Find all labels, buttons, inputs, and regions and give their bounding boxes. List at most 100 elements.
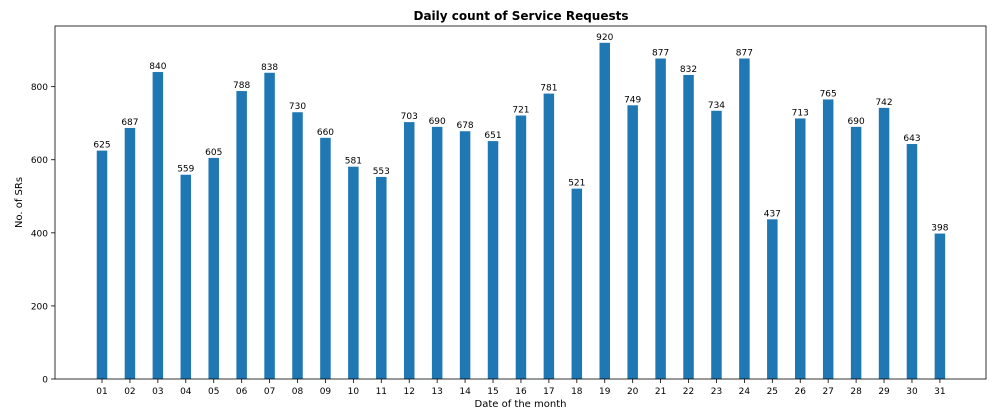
data-label-14: 678 <box>456 121 473 131</box>
x-tick-label-24: 24 <box>739 387 751 397</box>
bar-27 <box>822 99 834 379</box>
data-label-25: 437 <box>764 209 781 219</box>
data-label-30: 643 <box>903 134 920 144</box>
data-label-02: 687 <box>121 118 138 128</box>
plot-frame <box>54 25 987 380</box>
bar-07 <box>264 72 275 380</box>
x-tick-label-10: 10 <box>348 387 360 397</box>
data-label-27: 765 <box>820 89 837 99</box>
data-label-23: 734 <box>708 101 725 111</box>
x-tick-label-30: 30 <box>906 387 918 397</box>
data-label-03: 840 <box>149 62 166 72</box>
bar-22 <box>683 74 694 379</box>
data-label-21: 877 <box>652 49 669 59</box>
bar-03 <box>152 72 164 379</box>
x-tick-label-17: 17 <box>543 387 554 397</box>
x-tick-label-03: 03 <box>152 387 163 397</box>
bar-14 <box>459 131 471 379</box>
bar-06 <box>236 91 247 380</box>
bar-16 <box>515 115 527 379</box>
data-label-26: 713 <box>792 108 809 118</box>
x-tick-label-02: 02 <box>124 387 135 397</box>
x-tick-label-15: 15 <box>487 387 498 397</box>
x-axis: 01 02 03 04 05 06 07 08 09 10 11 12 13 14 15 16 17 18 19 20… <box>96 379 946 397</box>
y-tick-label-200: 200 <box>31 302 48 312</box>
data-label-10: 581 <box>345 157 362 167</box>
data-label-17: 781 <box>540 84 557 94</box>
x-tick-label-08: 08 <box>292 387 304 397</box>
y-tick-label-800: 800 <box>31 83 48 93</box>
x-tick-label-16: 16 <box>515 387 527 397</box>
x-tick-label-25: 25 <box>767 387 778 397</box>
bar-04 <box>180 174 192 379</box>
data-label-24: 877 <box>736 49 753 59</box>
y-axis: 0 200 400 600 800 <box>31 83 55 386</box>
x-axis-label: Date of the month <box>475 399 567 410</box>
x-tick-label-09: 09 <box>320 387 332 397</box>
bar-08 <box>292 112 303 380</box>
data-label-22: 832 <box>680 65 697 75</box>
bar-11 <box>376 176 387 379</box>
data-label-28: 690 <box>848 117 865 127</box>
data-label-29: 742 <box>875 98 892 108</box>
bar-31 <box>934 233 946 379</box>
data-label-08: 730 <box>289 102 306 112</box>
data-label-15: 651 <box>484 131 501 141</box>
data-label-11: 553 <box>373 167 390 177</box>
data-label-20: 749 <box>624 95 641 105</box>
bar-17 <box>543 93 555 379</box>
data-label-09: 660 <box>317 128 334 138</box>
data-label-07: 838 <box>261 63 278 73</box>
x-tick-label-11: 11 <box>376 387 387 397</box>
data-label-04: 559 <box>177 165 194 175</box>
data-label-01: 625 <box>93 141 110 151</box>
y-tick-label-600: 600 <box>31 156 48 166</box>
bar-26 <box>795 118 806 379</box>
bar-29 <box>878 107 890 380</box>
chart-title: Daily count of Service Requests <box>413 9 628 23</box>
x-tick-label-27: 27 <box>822 387 833 397</box>
bar-09 <box>320 137 331 379</box>
y-tick-label-400: 400 <box>31 229 48 239</box>
bar-10 <box>348 166 359 379</box>
x-tick-label-12: 12 <box>404 387 415 397</box>
x-tick-label-05: 05 <box>208 387 219 397</box>
bar-28 <box>850 126 862 379</box>
bar-01 <box>96 150 108 379</box>
y-tick-label-0: 0 <box>42 376 48 386</box>
x-tick-label-21: 21 <box>655 387 666 397</box>
data-label-06: 788 <box>233 81 250 91</box>
x-tick-label-07: 07 <box>264 387 275 397</box>
bar-25 <box>767 219 778 379</box>
x-tick-label-28: 28 <box>850 387 862 397</box>
bars-layer: 625 687 840 559 605 788 838 730 660 581 553 703 690 6… <box>93 33 949 380</box>
y-axis-label: No. of SRs <box>14 177 25 228</box>
bar-20 <box>627 105 638 380</box>
x-tick-label-31: 31 <box>934 387 945 397</box>
x-tick-label-01: 01 <box>96 387 107 397</box>
data-label-18: 521 <box>568 179 585 189</box>
data-label-12: 703 <box>401 112 418 122</box>
data-label-19: 920 <box>596 33 613 43</box>
x-tick-label-29: 29 <box>878 387 890 397</box>
bar-05 <box>208 157 219 379</box>
x-tick-label-04: 04 <box>180 387 192 397</box>
bar-12 <box>403 122 415 380</box>
x-tick-label-22: 22 <box>683 387 694 397</box>
data-label-05: 605 <box>205 148 222 158</box>
bar-15 <box>487 141 499 379</box>
x-tick-label-19: 19 <box>599 387 611 397</box>
bar-13 <box>431 126 443 379</box>
bar-21 <box>655 58 666 380</box>
data-label-31: 398 <box>931 224 948 234</box>
bar-18 <box>571 188 583 379</box>
data-label-16: 721 <box>512 106 529 116</box>
bar-02 <box>124 127 136 379</box>
x-tick-label-20: 20 <box>627 387 639 397</box>
x-tick-label-26: 26 <box>795 387 807 397</box>
bar-19 <box>599 42 610 380</box>
data-label-13: 690 <box>429 117 446 127</box>
x-tick-label-14: 14 <box>459 387 471 397</box>
bar-23 <box>711 110 722 379</box>
